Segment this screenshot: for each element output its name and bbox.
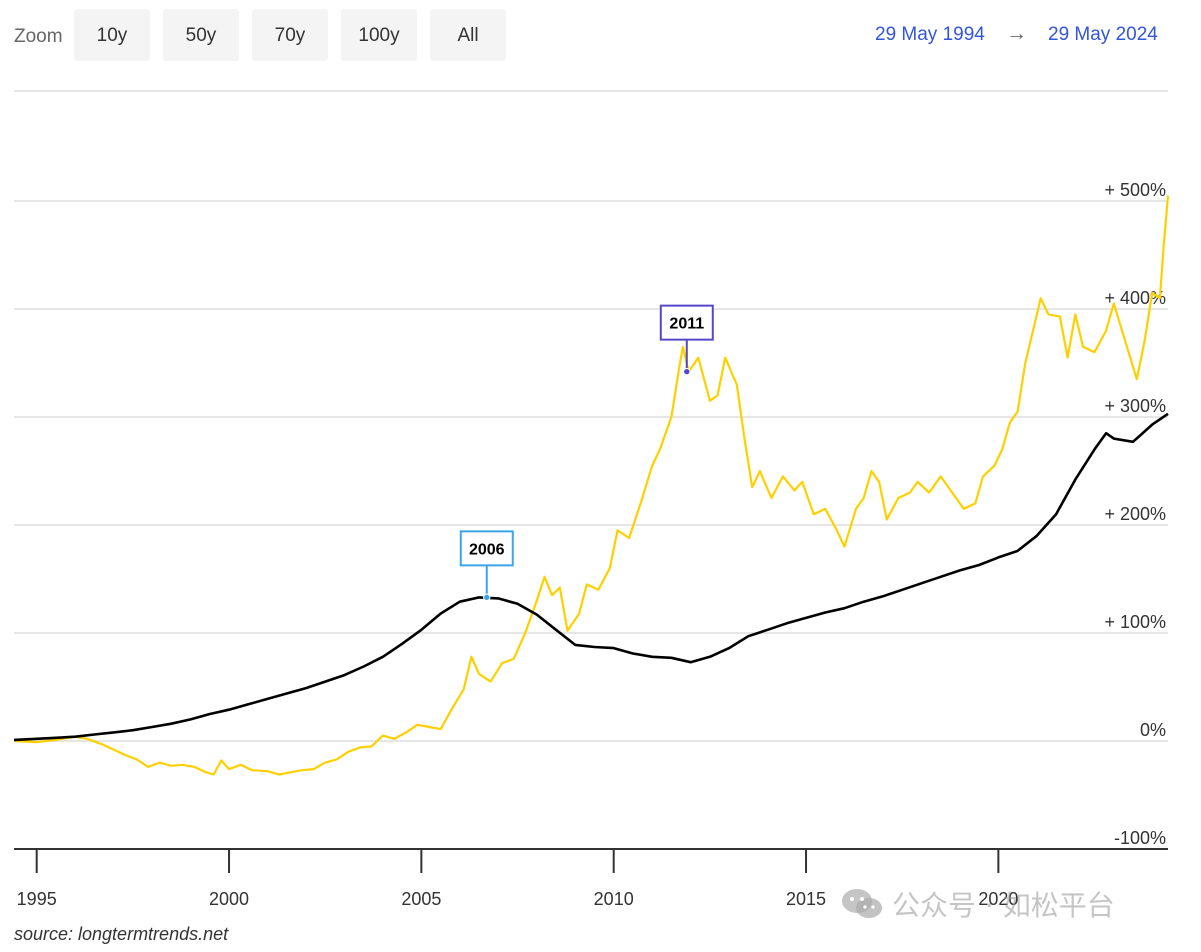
annotation-label: 2011 bbox=[669, 316, 704, 333]
zoom-70y-button[interactable]: 70y bbox=[252, 9, 328, 61]
range-start-date[interactable]: 29 May 1994 bbox=[875, 24, 985, 45]
gold-series-line bbox=[13, 195, 1170, 776]
x-tick-label: 2010 bbox=[594, 889, 634, 909]
housing-series-line bbox=[13, 412, 1169, 742]
range-arrow-icon: → bbox=[1006, 22, 1027, 45]
y-tick-label: -100% bbox=[1114, 828, 1166, 848]
annotation-point bbox=[683, 367, 691, 376]
range-end-date[interactable]: 29 May 2024 bbox=[1048, 24, 1158, 45]
annotation-point bbox=[483, 593, 491, 602]
wechat-icon bbox=[842, 889, 882, 918]
zoom-label: Zoom bbox=[14, 26, 63, 47]
y-tick-label: + 500% bbox=[1104, 180, 1166, 200]
x-tick-label: 2020 bbox=[978, 889, 1018, 909]
watermark-text: 公众号 · 如松平台 bbox=[892, 889, 1115, 922]
watermark: 公众号 · 如松平台 bbox=[840, 884, 1115, 924]
x-tick-label: 2000 bbox=[209, 889, 249, 909]
y-tick-label: + 200% bbox=[1104, 504, 1166, 524]
source-caption: source: longtermtrends.net bbox=[14, 924, 229, 944]
y-tick-label: + 100% bbox=[1104, 612, 1166, 632]
zoom-10y-button[interactable]: 10y bbox=[74, 9, 150, 61]
zoom-50y-button[interactable]: 50y bbox=[163, 9, 239, 61]
x-tick-label: 2005 bbox=[401, 889, 441, 909]
y-tick-label: 0% bbox=[1140, 720, 1166, 740]
zoom-all-button[interactable]: All bbox=[430, 9, 506, 61]
annotation-box bbox=[459, 530, 514, 567]
x-tick-label: 1995 bbox=[17, 889, 57, 909]
zoom-100y-button[interactable]: 100y bbox=[341, 9, 417, 61]
annotation-box bbox=[659, 304, 714, 341]
x-tick-label: 2015 bbox=[786, 889, 826, 909]
y-tick-label: + 300% bbox=[1104, 396, 1166, 416]
annotation-label: 2006 bbox=[469, 541, 505, 558]
